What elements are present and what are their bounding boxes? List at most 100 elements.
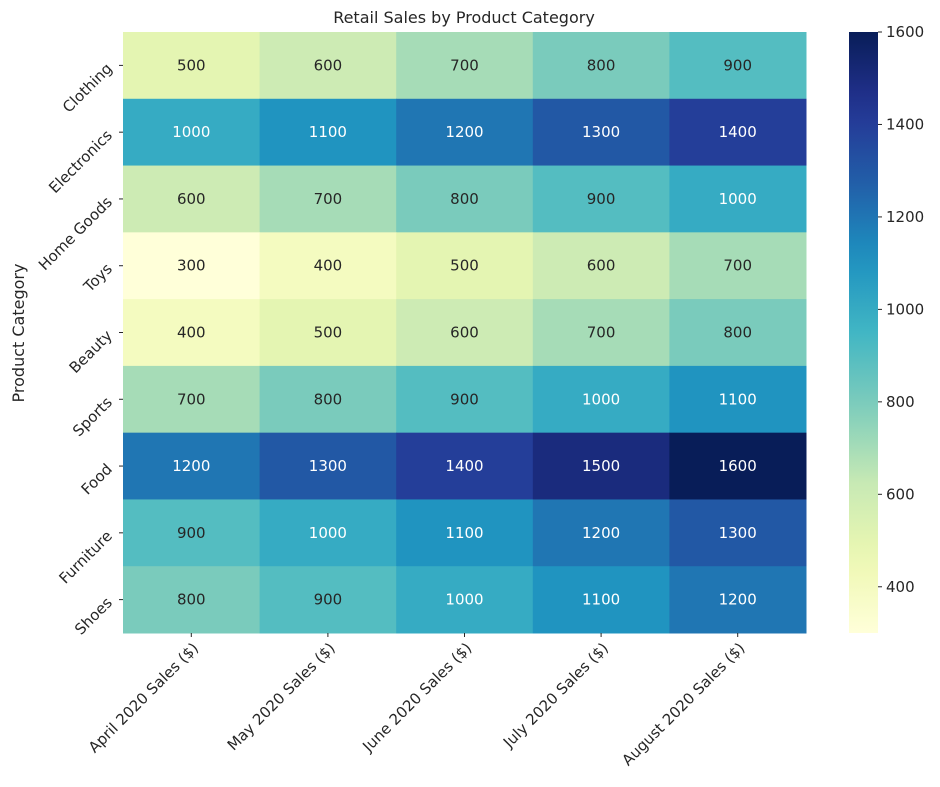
cell-value-label: 500 xyxy=(450,257,479,275)
heatmap-cell xyxy=(669,566,807,634)
heatmap-cell xyxy=(669,98,807,167)
cell-value-label: 900 xyxy=(450,390,479,408)
heatmap-cell xyxy=(123,299,261,367)
heatmap-cell xyxy=(259,232,397,300)
heatmap-cell xyxy=(532,32,670,100)
heatmap-cell xyxy=(123,499,261,567)
x-tick-label: August 2020 Sales ($) xyxy=(618,639,748,769)
cell-value-label: 1400 xyxy=(719,123,757,141)
colorbar-tick-label: 1600 xyxy=(886,23,924,41)
cell-value-label: 1300 xyxy=(719,524,757,542)
cell-value-label: 1200 xyxy=(445,123,483,141)
cell-value-label: 700 xyxy=(177,390,206,408)
cell-value-label: 800 xyxy=(177,591,206,609)
cell-value-label: 500 xyxy=(177,56,206,74)
cell-value-label: 600 xyxy=(177,190,206,208)
heatmap-cell-labels: 500 600 700 800 900 1000 1100 1200 1300 1400 600 70… xyxy=(172,56,757,608)
cell-value-label: 1000 xyxy=(719,190,757,208)
y-tick-label: Sports xyxy=(69,393,116,440)
heatmap-cell xyxy=(532,365,670,434)
y-tick-label: Beauty xyxy=(66,327,116,377)
heatmap-cell xyxy=(532,98,670,167)
heatmap-cell xyxy=(259,499,397,567)
cell-value-label: 600 xyxy=(314,56,343,74)
colorbar-tick-label: 1400 xyxy=(886,115,924,133)
heatmap-cell xyxy=(396,365,534,434)
heatmap-cell xyxy=(396,32,534,100)
colorbar-tick-label: 1000 xyxy=(886,300,924,318)
heatmap-cell xyxy=(259,566,397,634)
heatmap-cell xyxy=(123,432,261,500)
y-tick-label: Shoes xyxy=(71,594,116,639)
cell-value-label: 1100 xyxy=(719,390,757,408)
cell-value-label: 1100 xyxy=(309,123,347,141)
cell-value-label: 600 xyxy=(450,324,479,342)
heatmap-cell xyxy=(396,165,534,233)
heatmap-cell xyxy=(669,232,807,300)
cell-value-label: 1000 xyxy=(445,591,483,609)
heatmap-cell xyxy=(396,232,534,300)
heatmap-cell xyxy=(532,299,670,367)
cell-value-label: 500 xyxy=(314,324,343,342)
heatmap-cell xyxy=(532,566,670,634)
colorbar: 400 600 800 1000 1200 1400 1600 xyxy=(849,23,924,633)
cell-value-label: 800 xyxy=(450,190,479,208)
cell-value-label: 1300 xyxy=(582,123,620,141)
heatmap-cell xyxy=(123,165,261,233)
heatmap-cell xyxy=(396,299,534,367)
cell-value-label: 400 xyxy=(314,257,343,275)
heatmap-cell xyxy=(396,432,534,500)
heatmap-cell xyxy=(669,432,807,500)
y-tick-label: Electronics xyxy=(45,126,116,197)
x-tick-label: April 2020 Sales ($) xyxy=(85,639,202,756)
chart-title: Retail Sales by Product Category xyxy=(333,8,595,27)
cell-value-label: 1400 xyxy=(445,457,483,475)
heatmap-cell xyxy=(669,32,807,100)
cell-value-label: 800 xyxy=(723,324,752,342)
cell-value-label: 800 xyxy=(314,390,343,408)
cell-value-label: 700 xyxy=(314,190,343,208)
heatmap-cell xyxy=(123,32,261,100)
cell-value-label: 700 xyxy=(587,324,616,342)
cell-value-label: 1600 xyxy=(719,457,757,475)
heatmap-cell xyxy=(123,98,261,167)
cell-value-label: 400 xyxy=(177,324,206,342)
cell-value-label: 900 xyxy=(177,524,206,542)
colorbar-tick-label: 800 xyxy=(886,393,915,411)
heatmap-cell xyxy=(532,432,670,500)
colorbar-tick-label: 600 xyxy=(886,485,915,503)
cell-value-label: 1500 xyxy=(582,457,620,475)
heatmap-cell xyxy=(259,32,397,100)
heatmap-cell xyxy=(396,566,534,634)
x-tick-labels: April 2020 Sales ($) May 2020 Sales ($) Ju… xyxy=(85,633,749,769)
cell-value-label: 1300 xyxy=(309,457,347,475)
heatmap-cell xyxy=(532,232,670,300)
cell-value-label: 900 xyxy=(314,591,343,609)
colorbar-tick-label: 400 xyxy=(886,578,915,596)
cell-value-label: 600 xyxy=(587,257,616,275)
cell-value-label: 800 xyxy=(587,56,616,74)
heatmap-cell xyxy=(532,165,670,233)
heatmap-cell xyxy=(669,499,807,567)
heatmap-cell xyxy=(259,432,397,500)
colorbar-tick-label: 1200 xyxy=(886,208,924,226)
heatmap-cell xyxy=(669,365,807,434)
y-tick-label: Furniture xyxy=(55,527,115,587)
cell-value-label: 900 xyxy=(587,190,616,208)
heatmap-cell xyxy=(259,165,397,233)
heatmap-cell xyxy=(396,499,534,567)
cell-value-label: 700 xyxy=(450,56,479,74)
colorbar-gradient xyxy=(849,32,878,633)
cell-value-label: 1000 xyxy=(172,123,210,141)
cell-value-label: 1000 xyxy=(309,524,347,542)
x-tick-label: July 2020 Sales ($) xyxy=(499,639,612,752)
cell-value-label: 700 xyxy=(723,257,752,275)
cell-value-label: 1000 xyxy=(582,390,620,408)
x-tick-label: June 2020 Sales ($) xyxy=(358,639,475,756)
heatmap-cell xyxy=(259,299,397,367)
cell-value-label: 1100 xyxy=(445,524,483,542)
heatmap-cell xyxy=(396,98,534,167)
heatmap-cells xyxy=(123,32,807,634)
y-tick-label: Toys xyxy=(79,260,116,297)
